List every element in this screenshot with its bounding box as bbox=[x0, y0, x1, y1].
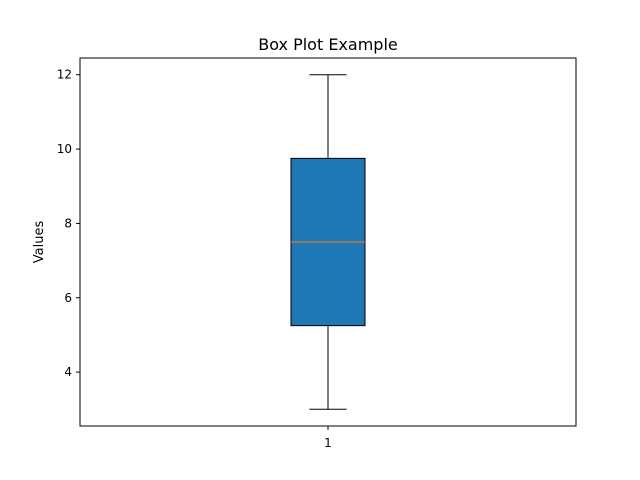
y-tick-label-8: 8 bbox=[64, 216, 72, 230]
y-axis-ticks: 4 6 8 10 12 bbox=[57, 68, 80, 379]
plot-area bbox=[290, 74, 366, 410]
x-tick-label-1: 1 bbox=[324, 436, 332, 450]
x-axis-ticks: 1 bbox=[324, 426, 332, 450]
y-tick-label-6: 6 bbox=[64, 291, 72, 305]
y-axis-label: Values bbox=[32, 221, 47, 264]
box-1 bbox=[290, 74, 366, 410]
y-tick-label-12: 12 bbox=[57, 68, 72, 82]
y-tick-label-10: 10 bbox=[57, 142, 72, 156]
chart-title: Box Plot Example bbox=[258, 35, 397, 54]
y-tick-label-4: 4 bbox=[64, 365, 72, 379]
